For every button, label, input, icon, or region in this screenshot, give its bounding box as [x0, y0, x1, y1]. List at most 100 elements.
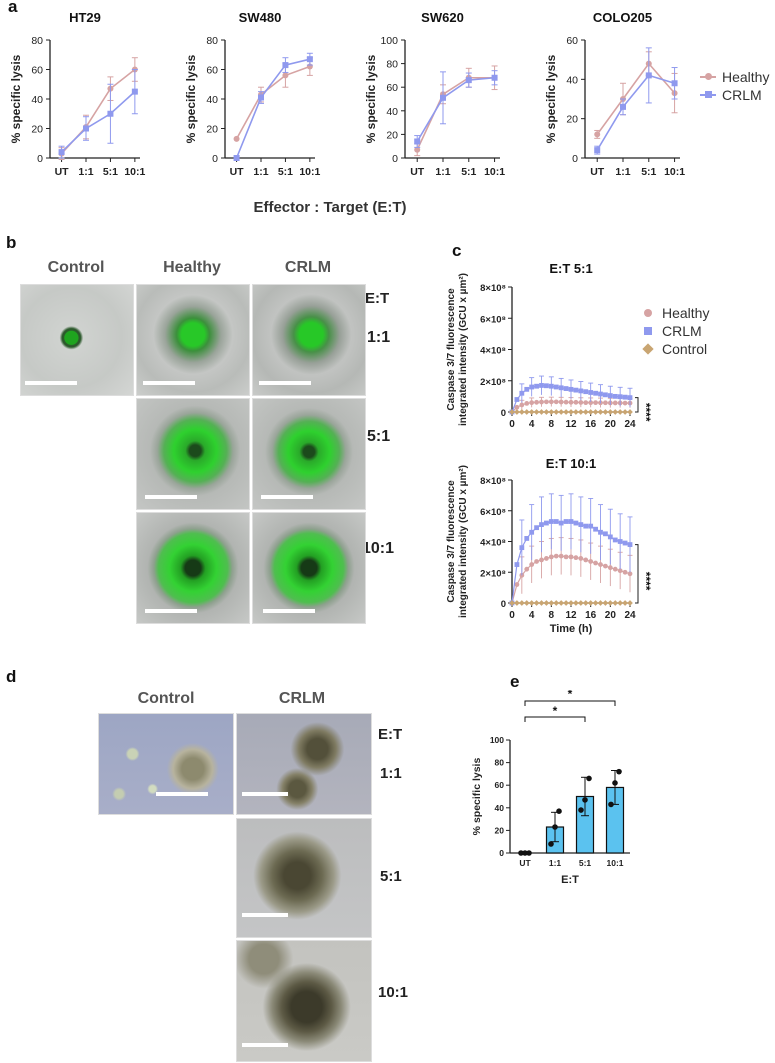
row-label-10-1: 10:1: [362, 540, 395, 557]
data-point-healthy: [583, 557, 589, 563]
y-tick-label: 20: [566, 114, 578, 126]
image-crlm-1-1: [252, 284, 366, 396]
data-point-control: [543, 600, 550, 606]
significance-stars: ****: [639, 403, 653, 422]
col-label-healthy: Healthy: [163, 259, 221, 276]
y-tick-label: 8×10⁸: [480, 476, 506, 487]
panel-a-charts: HT29 0 20 40 60 80 % specific lysis UT 1:1 5:1 10:…: [9, 10, 685, 178]
data-point-control: [622, 409, 628, 415]
data-point-crlm: [414, 138, 421, 145]
data-point-control: [553, 409, 560, 415]
data-point-crlm: [539, 522, 544, 527]
chart-title: E:T 5:1: [549, 261, 592, 276]
image-crlm-5-1: [252, 398, 366, 510]
legend-item-crlm-c: CRLM: [640, 322, 709, 340]
data-point-crlm: [465, 77, 472, 84]
y-axis-label-line1: Caspase 3/7 fluorescence: [446, 288, 457, 411]
data-point-healthy: [563, 399, 569, 405]
y-axis-label-line1: Caspase 3/7 fluorescence: [446, 480, 457, 603]
data-point-crlm: [563, 519, 569, 524]
data-point-crlm: [534, 525, 539, 531]
data-point: [616, 768, 622, 775]
data-point-healthy: [548, 399, 554, 405]
panel-label-d: d: [6, 667, 17, 686]
data-point-crlm: [548, 519, 554, 524]
y-tick-label: 0: [572, 153, 578, 165]
data-point-crlm: [578, 522, 584, 527]
data-point-crlm: [671, 80, 678, 87]
significance-bracket: [635, 544, 639, 604]
data-point: [522, 850, 528, 856]
x-tick-label: 16: [585, 419, 597, 430]
data-point-control: [548, 409, 555, 415]
data-point-crlm: [622, 540, 628, 546]
data-point-crlm: [258, 94, 264, 101]
data-point-healthy: [558, 553, 564, 559]
data-point-control: [538, 600, 545, 606]
y-tick-label: 6×10⁸: [480, 507, 506, 518]
data-point-crlm: [622, 394, 628, 400]
y-tick-label: 4×10⁸: [480, 346, 506, 357]
series-line-healthy: [235, 65, 311, 140]
series-line-healthy: [416, 76, 495, 151]
row-label-5-1: 5:1: [367, 428, 391, 445]
x-tick-label: 20: [605, 610, 617, 621]
data-point-crlm: [588, 523, 594, 529]
data-point-healthy: [593, 400, 598, 406]
data-point-crlm: [107, 110, 114, 117]
legend-label-crlm: CRLM: [722, 87, 762, 103]
x-tick-label: 5:1: [641, 166, 656, 178]
data-point-crlm: [440, 94, 446, 101]
data-point-healthy: [514, 582, 520, 587]
data-point-crlm: [607, 393, 613, 398]
significance-star: *: [568, 690, 573, 701]
y-tick-label: 60: [495, 780, 505, 790]
y-axis-label: % specific lysis: [9, 54, 23, 143]
image-control-spheroid: [20, 284, 134, 396]
data-point-crlm: [282, 62, 289, 69]
data-point-healthy: [603, 400, 608, 406]
data-point: [526, 850, 532, 856]
data-point-control: [563, 600, 569, 606]
data-point-crlm: [558, 385, 564, 391]
data-point-crlm: [627, 395, 633, 401]
y-tick-label: 80: [386, 59, 398, 71]
chart-title: COLO205: [593, 10, 652, 25]
chart-title: SW620: [421, 10, 464, 25]
x-tick-label: 1:1: [78, 166, 93, 178]
panel-a-legend: Healthy CRLM: [700, 68, 769, 104]
crlm-marker-icon: [700, 90, 716, 100]
x-tick-label: 10:1: [606, 858, 623, 868]
y-tick-label: 20: [386, 129, 398, 141]
data-point-control: [582, 600, 589, 606]
data-point-crlm: [553, 519, 559, 524]
data-point-crlm: [620, 103, 626, 110]
data-point-crlm: [583, 389, 589, 395]
data-point-crlm: [544, 383, 549, 389]
healthy-marker-icon: [640, 308, 656, 318]
data-point-healthy: [524, 401, 530, 406]
data-point-healthy: [233, 135, 240, 142]
data-point-healthy: [553, 399, 559, 405]
data-point-control: [597, 409, 604, 415]
data-point-healthy: [598, 562, 603, 567]
data-point-crlm: [568, 519, 574, 524]
data-point-control: [543, 409, 550, 415]
data-point-control: [533, 409, 540, 415]
image-healthy-5-1: [136, 398, 250, 510]
scale-bar: [242, 792, 288, 796]
data-point-healthy: [594, 131, 601, 138]
scale-bar: [156, 792, 208, 796]
data-point-crlm: [573, 520, 579, 526]
data-point-control: [578, 409, 584, 415]
panel-e-chart: 0 20 40 60 80 100 % specific lysis UT 1:1 5:1 10:1…: [471, 690, 630, 886]
x-tick-label: 20: [605, 419, 617, 430]
data-point-healthy: [282, 72, 289, 79]
y-tick-label: 0: [501, 408, 506, 419]
crlm-marker-icon: [640, 326, 656, 336]
data-point-control: [553, 600, 560, 606]
x-tick-label: 5:1: [461, 166, 476, 178]
data-point-healthy: [534, 399, 539, 405]
data-point-control: [597, 600, 604, 606]
data-point-healthy: [558, 399, 564, 405]
